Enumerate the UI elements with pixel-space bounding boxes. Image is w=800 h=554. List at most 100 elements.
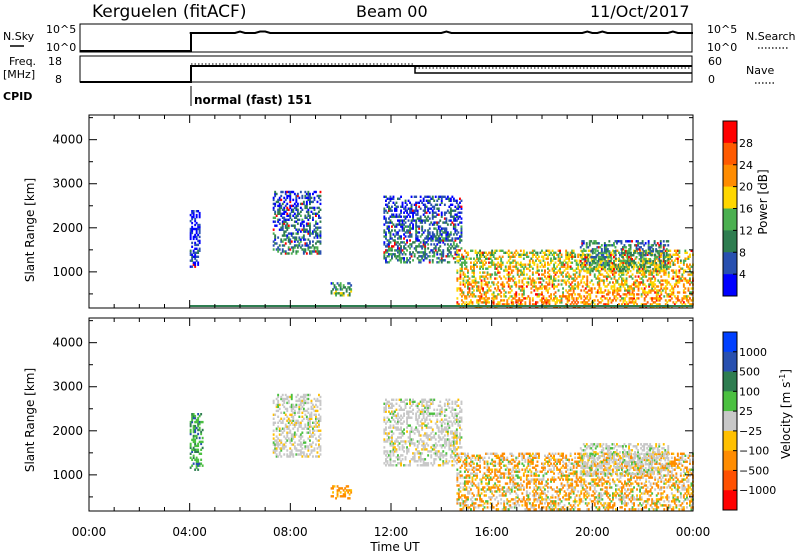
range-cell: [509, 251, 512, 254]
range-cell: [319, 250, 322, 253]
range-cell: [419, 195, 422, 198]
range-cell: [624, 283, 626, 286]
range-cell: [445, 462, 448, 465]
range-cell: [619, 275, 622, 278]
range-cell: [521, 263, 524, 266]
range-cell: [686, 263, 688, 266]
range-cell: [512, 253, 515, 256]
range-cell: [581, 250, 584, 253]
range-cell: [286, 415, 289, 418]
range-cell: [413, 432, 416, 435]
range-cell: [449, 432, 452, 435]
range-cell: [315, 220, 317, 223]
range-cell: [415, 418, 418, 421]
range-cell: [197, 251, 200, 254]
range-cell: [416, 422, 419, 425]
range-cell: [577, 281, 580, 284]
range-cell: [397, 251, 399, 254]
range-cell: [608, 265, 611, 269]
range-cell: [391, 237, 393, 240]
range-cell: [385, 203, 387, 206]
range-cell: [658, 259, 661, 262]
range-cell: [333, 284, 336, 287]
range-cell: [562, 271, 564, 274]
range-cell: [583, 263, 586, 266]
range-cell: [494, 287, 497, 290]
range-cell: [459, 259, 461, 262]
range-cell: [620, 252, 623, 255]
range-cell: [330, 495, 333, 498]
range-cell: [651, 273, 654, 276]
range-cell: [575, 261, 578, 264]
range-cell: [454, 213, 457, 216]
range-cell: [286, 228, 289, 231]
range-cell: [652, 263, 655, 266]
range-cell: [416, 231, 419, 234]
range-cell: [439, 404, 442, 407]
range-cell: [287, 208, 290, 211]
nsky-tick-top: 10^5: [46, 23, 76, 36]
range-cell: [572, 269, 575, 272]
range-cell: [658, 271, 661, 274]
range-cell: [559, 249, 561, 252]
range-cell: [464, 275, 466, 278]
range-cell: [336, 489, 339, 492]
range-cell: [316, 206, 319, 210]
range-cell: [622, 261, 625, 264]
range-cell: [619, 285, 622, 288]
range-cell: [428, 418, 431, 421]
range-cell: [454, 257, 457, 260]
range-cell: [619, 263, 621, 267]
range-cell: [681, 267, 684, 270]
range-cell: [272, 202, 275, 206]
range-cell: [613, 289, 616, 292]
range-cell: [600, 263, 603, 267]
range-cell: [675, 301, 678, 304]
range-cell: [509, 287, 512, 290]
range-cell: [507, 273, 510, 276]
range-cell: [513, 297, 516, 300]
range-cell: [302, 401, 305, 405]
range-cell: [416, 257, 419, 260]
range-cell: [194, 257, 197, 260]
range-cell: [541, 263, 543, 266]
range-cell: [194, 448, 197, 451]
range-cell: [630, 293, 632, 296]
range-cell: [507, 297, 510, 300]
range-cell: [614, 246, 617, 249]
range-cell: [557, 283, 560, 286]
range-cell: [398, 247, 401, 250]
range-cell: [401, 221, 404, 224]
range-cell: [437, 197, 440, 200]
range-cell: [436, 221, 439, 224]
range-cell: [385, 432, 387, 435]
range-cell: [598, 281, 601, 284]
range-cell: [383, 217, 386, 220]
range-cell: [406, 261, 408, 264]
range-cell: [636, 279, 638, 282]
range-cell: [443, 418, 446, 421]
range-cell: [275, 403, 278, 407]
range-cell: [468, 281, 471, 284]
range-cell: [427, 247, 430, 250]
range-cell: [612, 273, 614, 276]
range-cell: [427, 243, 430, 246]
range-cell: [197, 432, 200, 436]
range-cell: [471, 279, 474, 282]
range-cell: [307, 230, 310, 233]
range-cell: [542, 303, 545, 306]
range-cell: [424, 398, 427, 401]
range-cell: [272, 220, 275, 223]
range-cell: [659, 250, 662, 253]
range-cell: [446, 400, 449, 403]
range-cell: [660, 253, 663, 256]
range-cell: [401, 432, 404, 435]
range-cell: [646, 262, 649, 265]
range-cell: [310, 399, 313, 403]
range-cell: [302, 407, 305, 411]
colorbar-tick-label: 8: [739, 246, 746, 259]
range-cell: [536, 271, 539, 274]
range-cell: [440, 412, 443, 415]
range-cell: [295, 200, 298, 204]
range-cell: [422, 213, 425, 216]
